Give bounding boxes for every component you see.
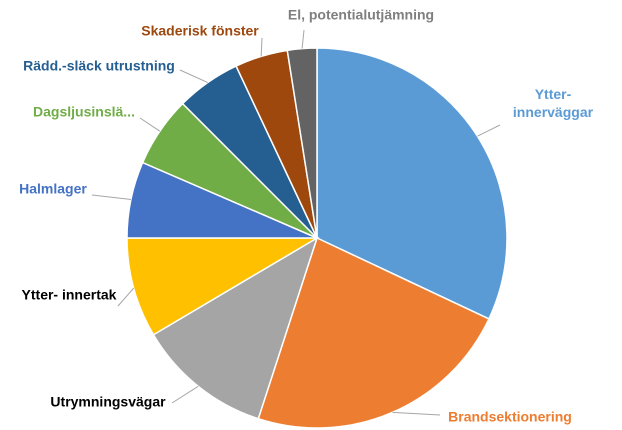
leader-line <box>260 37 263 57</box>
slice-label: Brandsektionering <box>448 409 572 425</box>
leader-line <box>171 385 199 404</box>
slice-label: Skaderisk fönster <box>141 23 259 39</box>
slice-label: Rädd.-släck utrustning <box>23 58 175 74</box>
pie-slice <box>126 237 320 336</box>
leader-line <box>301 29 305 49</box>
slice-label: Ytter-innerväggar <box>513 86 594 120</box>
slice-label: Dagsljusinslä... <box>33 104 135 120</box>
pie-slice <box>316 47 508 320</box>
leader-line <box>477 124 501 137</box>
leader-line <box>139 117 161 132</box>
slice-label: El, potentialutjämning <box>288 7 434 23</box>
slice-label: Utrymningsvägar <box>50 394 166 410</box>
slice-label: Halmlager <box>19 181 87 197</box>
leader-line <box>91 194 132 200</box>
leader-line <box>117 287 135 307</box>
leader-line <box>179 69 208 84</box>
leader-line <box>392 411 441 416</box>
slice-label: Ytter- innertak <box>22 287 117 303</box>
